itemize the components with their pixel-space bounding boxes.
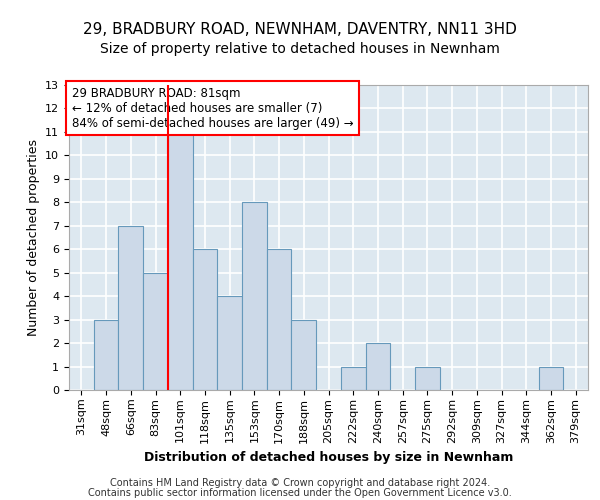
Bar: [168, 132, 193, 390]
Text: Contains public sector information licensed under the Open Government Licence v3: Contains public sector information licen…: [88, 488, 512, 498]
Text: Contains HM Land Registry data © Crown copyright and database right 2024.: Contains HM Land Registry data © Crown c…: [110, 478, 490, 488]
Bar: [94, 320, 118, 390]
Bar: [539, 366, 563, 390]
Bar: [143, 272, 168, 390]
Bar: [267, 249, 292, 390]
X-axis label: Distribution of detached houses by size in Newnham: Distribution of detached houses by size …: [144, 451, 513, 464]
Bar: [365, 343, 390, 390]
Y-axis label: Number of detached properties: Number of detached properties: [26, 139, 40, 336]
Bar: [341, 366, 365, 390]
Text: 29, BRADBURY ROAD, NEWNHAM, DAVENTRY, NN11 3HD: 29, BRADBURY ROAD, NEWNHAM, DAVENTRY, NN…: [83, 22, 517, 38]
Bar: [193, 249, 217, 390]
Bar: [217, 296, 242, 390]
Text: Size of property relative to detached houses in Newnham: Size of property relative to detached ho…: [100, 42, 500, 56]
Bar: [292, 320, 316, 390]
Text: 29 BRADBURY ROAD: 81sqm
← 12% of detached houses are smaller (7)
84% of semi-det: 29 BRADBURY ROAD: 81sqm ← 12% of detache…: [71, 86, 353, 130]
Bar: [415, 366, 440, 390]
Bar: [118, 226, 143, 390]
Bar: [242, 202, 267, 390]
